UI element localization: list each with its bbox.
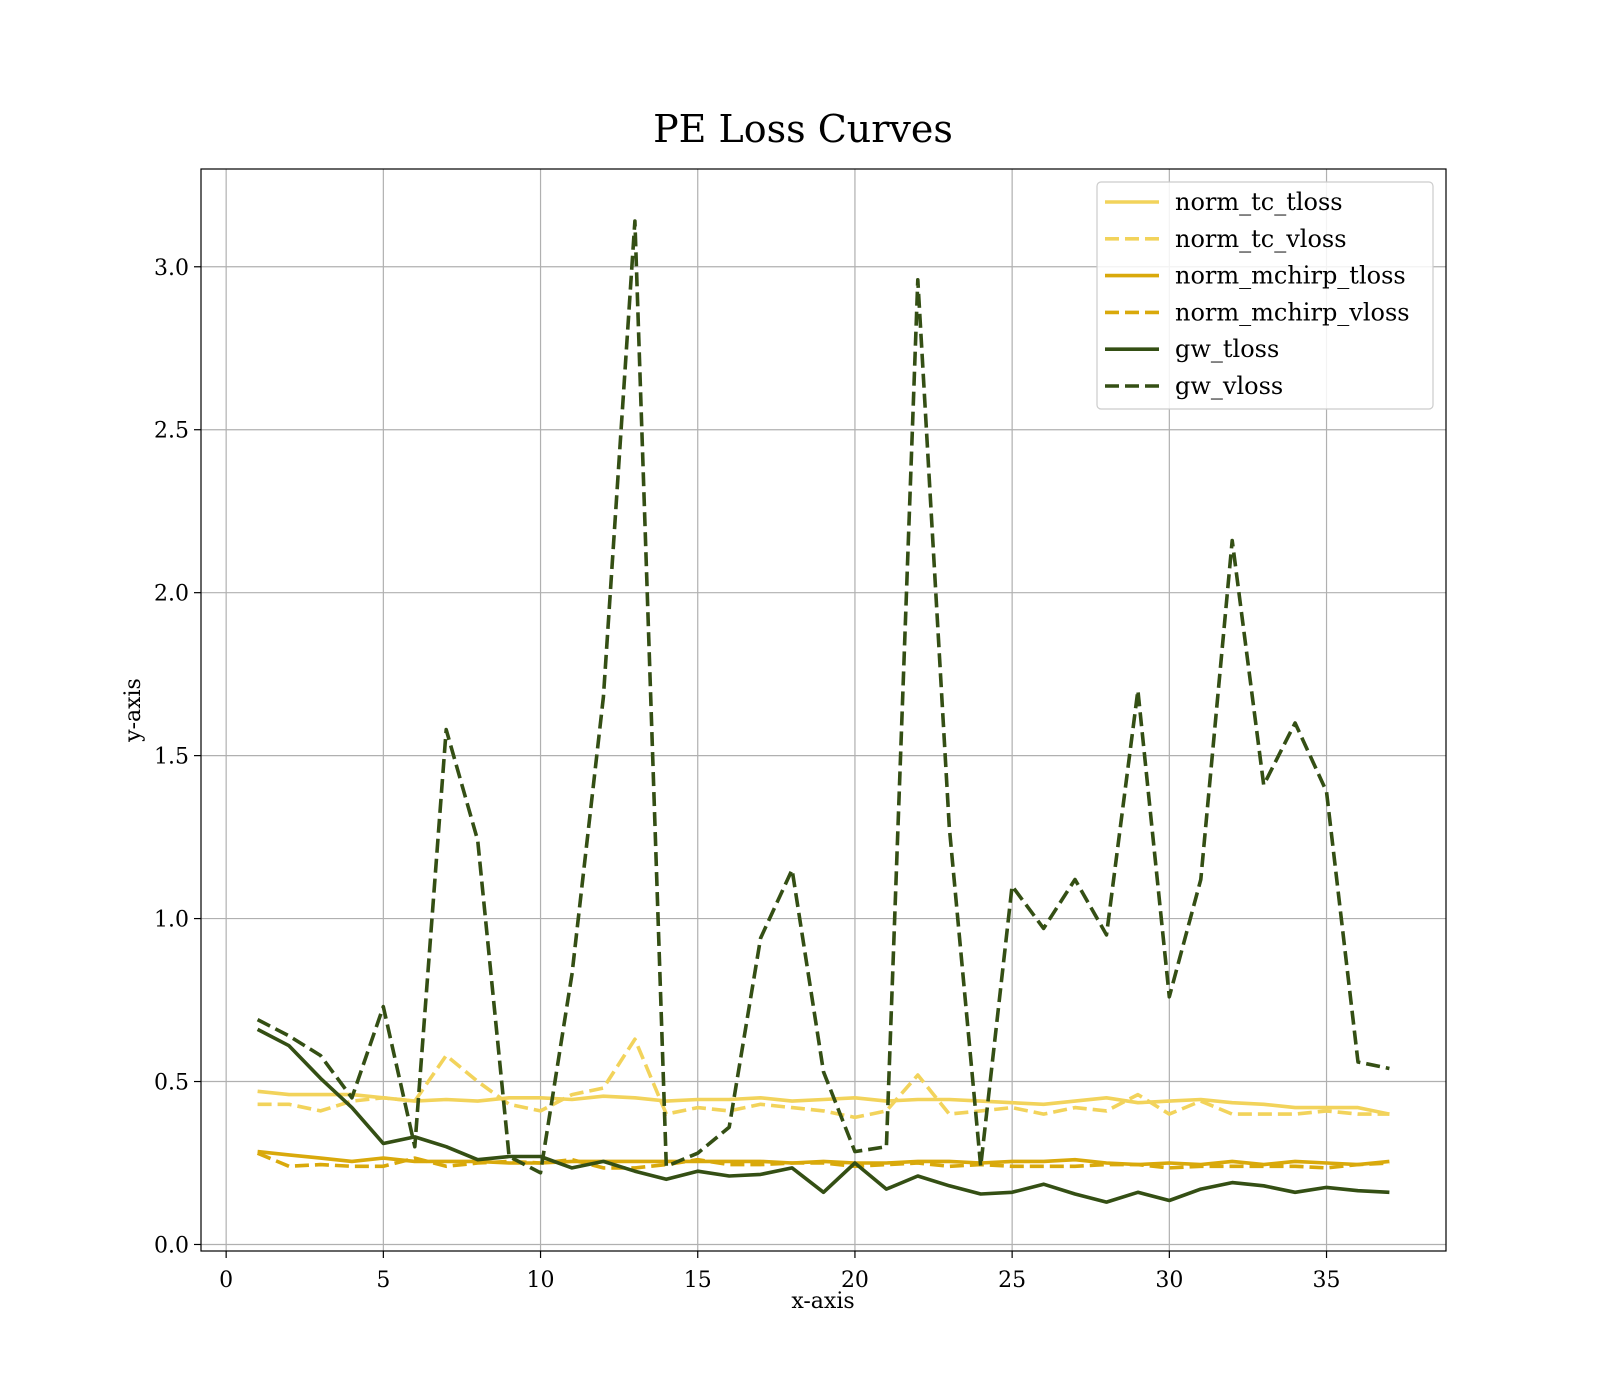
legend-label: norm_mchirp_vloss <box>1175 298 1410 326</box>
legend-label: gw_tloss <box>1175 335 1279 363</box>
series-line-gw-vloss <box>256 219 1390 1175</box>
legend-label: norm_tc_tloss <box>1175 188 1343 216</box>
series-line-gw-tloss <box>256 1027 1390 1204</box>
series-line-norm-mchirp-vloss <box>256 1151 1390 1170</box>
series-lines <box>256 219 1390 1204</box>
x-tick-label: 30 <box>1155 1268 1183 1293</box>
chart-title: PE Loss Curves <box>653 107 953 151</box>
x-tick-label: 20 <box>841 1268 869 1293</box>
x-tick-label: 25 <box>998 1268 1026 1293</box>
axis-ticks: 0 5 10 15 20 25 30 35 0.0 0.5 1.0 1.5 2.0 2.5 3.0 <box>154 256 1341 1293</box>
legend-label: gw_vloss <box>1175 372 1283 400</box>
legend-label: norm_tc_vloss <box>1175 225 1347 253</box>
legend-label: norm_mchirp_tloss <box>1175 262 1406 290</box>
legend-box <box>1096 181 1434 410</box>
y-tick-label: 1.5 <box>154 745 189 770</box>
x-tick-label: 10 <box>527 1268 555 1293</box>
y-tick-label: 0.0 <box>154 1233 189 1258</box>
y-tick-label: 0.5 <box>154 1071 189 1096</box>
y-tick-label: 3.0 <box>154 256 189 281</box>
x-tick-label: 35 <box>1313 1268 1341 1293</box>
y-axis-label: y-axis <box>121 678 146 743</box>
x-axis-label: x-axis <box>791 1289 854 1314</box>
legend: norm_tc_tloss norm_tc_vloss norm_mchirp_tl… <box>1096 181 1434 410</box>
x-tick-label: 0 <box>219 1268 233 1293</box>
y-tick-label: 2.0 <box>154 582 189 607</box>
x-tick-label: 5 <box>376 1268 390 1293</box>
series-line-norm-tc-vloss <box>257 1037 1390 1120</box>
y-tick-label: 1.0 <box>154 908 189 933</box>
x-tick-label: 15 <box>684 1268 712 1293</box>
y-tick-label: 2.5 <box>154 419 189 444</box>
plot-frame <box>200 168 1447 1252</box>
